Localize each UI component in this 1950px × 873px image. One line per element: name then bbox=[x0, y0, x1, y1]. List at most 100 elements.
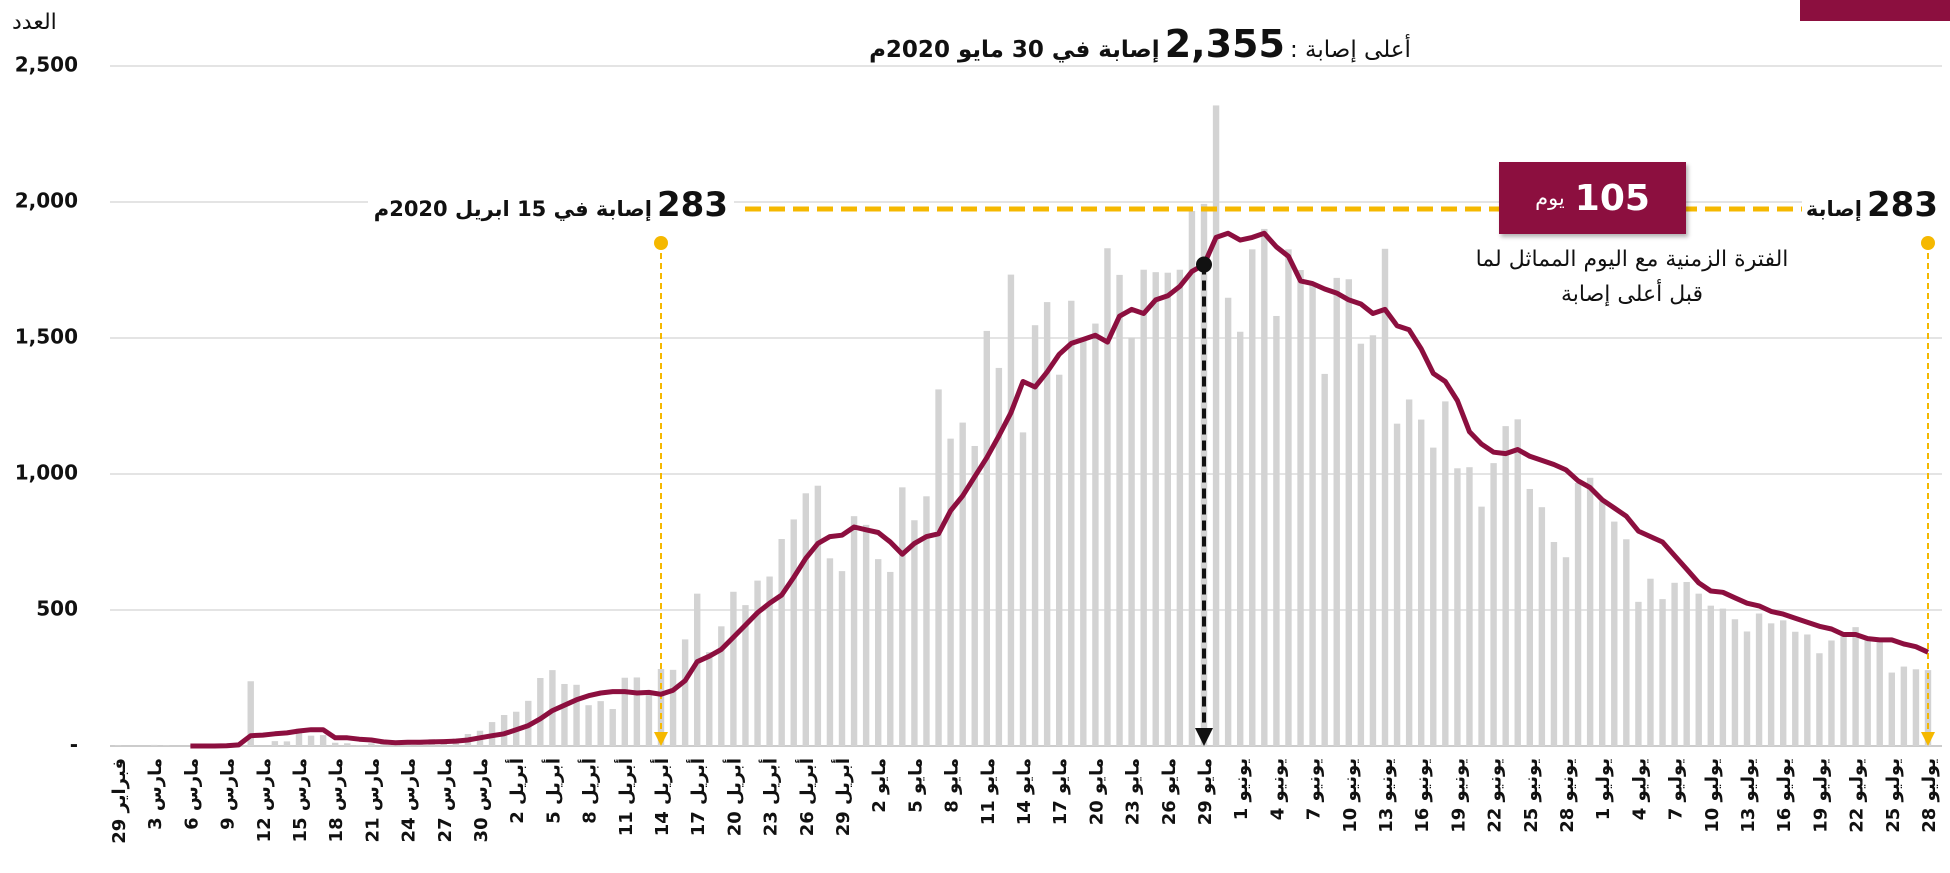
bar bbox=[1502, 426, 1509, 746]
bar bbox=[1623, 539, 1630, 746]
bar bbox=[778, 539, 785, 746]
x-tick-label: 1 يونيو bbox=[1231, 758, 1252, 820]
x-tick-label: 17 أبريل bbox=[686, 758, 709, 836]
bar bbox=[1128, 337, 1135, 746]
bar bbox=[1418, 419, 1425, 746]
bar bbox=[1719, 608, 1727, 746]
bar bbox=[1683, 581, 1690, 746]
x-tick-label: 21 مارس bbox=[362, 758, 383, 842]
x-tick-label: 12 مارس bbox=[254, 758, 275, 842]
x-tick-label: 27 مارس bbox=[435, 758, 456, 842]
bar bbox=[1031, 325, 1039, 746]
bar bbox=[923, 496, 930, 746]
bar bbox=[1526, 488, 1533, 746]
end-value: 283 bbox=[1867, 185, 1938, 225]
y-tick-label: 1,000 bbox=[15, 461, 78, 485]
x-tick-label: 8 مايو bbox=[942, 758, 963, 813]
bar bbox=[500, 714, 508, 746]
bar bbox=[995, 367, 1003, 746]
y-tick-label: 2,500 bbox=[15, 53, 78, 77]
bar bbox=[332, 742, 339, 746]
bar bbox=[1792, 631, 1799, 746]
x-tick-label: 3 مارس bbox=[145, 758, 166, 830]
caption: الفترة الزمنية مع اليوم المماثل لما قبل … bbox=[1476, 242, 1789, 312]
bar bbox=[1828, 640, 1835, 746]
bar bbox=[319, 735, 327, 746]
bar bbox=[440, 742, 447, 746]
bar bbox=[1104, 248, 1111, 747]
x-tick-label: 16 يونيو bbox=[1412, 758, 1433, 833]
bar bbox=[561, 683, 568, 746]
bar bbox=[621, 677, 628, 746]
bar bbox=[935, 389, 942, 746]
bar bbox=[368, 743, 375, 746]
bar bbox=[1550, 542, 1558, 746]
guide-arrow bbox=[1921, 732, 1935, 746]
bar bbox=[1237, 331, 1244, 746]
x-tick-label: 7 يونيو bbox=[1304, 758, 1325, 820]
x-tick-label: 28 يوليو bbox=[1919, 758, 1940, 833]
bar bbox=[597, 701, 604, 746]
bar bbox=[1043, 302, 1051, 746]
x-tick-label: 13 يونيو bbox=[1376, 758, 1397, 833]
bar bbox=[1164, 272, 1171, 746]
y-tick-label: 1,500 bbox=[15, 325, 78, 349]
bar bbox=[1261, 228, 1268, 747]
x-tick-label: 7 يوليو bbox=[1666, 758, 1687, 820]
bar bbox=[1490, 463, 1497, 746]
bar bbox=[959, 422, 966, 746]
x-tick-label: 28 يونيو bbox=[1557, 758, 1578, 833]
bar bbox=[1442, 401, 1449, 746]
bar bbox=[1333, 277, 1340, 746]
x-tick-label: 14 مايو bbox=[1014, 758, 1035, 825]
header-badge bbox=[1800, 0, 1950, 21]
bar bbox=[1671, 582, 1678, 746]
bar bbox=[1514, 419, 1521, 746]
bar bbox=[585, 705, 592, 746]
bar bbox=[1176, 269, 1184, 746]
bar bbox=[1755, 613, 1763, 746]
bar bbox=[1357, 343, 1365, 746]
x-tick-label: 6 مارس bbox=[181, 758, 202, 830]
start-annotation: 283 إصابة في 15 ابريل 2020م bbox=[367, 185, 734, 225]
peak-arrow-head bbox=[1195, 728, 1213, 746]
x-tick-label: 20 أبريل bbox=[722, 758, 745, 836]
bar bbox=[694, 593, 701, 746]
x-tick-label: 29 مايو bbox=[1195, 758, 1216, 825]
y-tick-label: 2,000 bbox=[15, 189, 78, 213]
bar bbox=[1285, 249, 1292, 746]
bar bbox=[766, 576, 773, 746]
title-prefix: أعلى إصابة : bbox=[1289, 37, 1411, 63]
bar bbox=[1767, 623, 1775, 746]
bar bbox=[1888, 672, 1895, 746]
days-box: 105 يوم bbox=[1499, 162, 1686, 234]
bar bbox=[295, 728, 303, 746]
bar bbox=[1562, 557, 1570, 746]
x-tick-label: 26 مايو bbox=[1159, 758, 1180, 825]
x-tick-label: 18 مارس bbox=[326, 758, 347, 842]
start-text: إصابة في 15 ابريل 2020م bbox=[373, 197, 652, 221]
bar bbox=[826, 558, 834, 746]
bar bbox=[1611, 521, 1618, 746]
bar bbox=[1405, 399, 1413, 746]
bar bbox=[1574, 482, 1582, 746]
chart-title: أعلى إصابة : 2,355 إصابة في 30 مايو 2020… bbox=[869, 22, 1411, 66]
bar bbox=[681, 639, 689, 746]
x-tick-label: 19 يوليو bbox=[1810, 758, 1831, 833]
bar bbox=[1381, 248, 1389, 746]
caption-line: قبل أعلى إصابة bbox=[1560, 282, 1704, 307]
x-tick-label: 30 مارس bbox=[471, 758, 492, 842]
bar bbox=[1816, 653, 1823, 746]
bar bbox=[404, 744, 411, 746]
x-tick-label: 22 يونيو bbox=[1485, 758, 1506, 833]
bar bbox=[1586, 477, 1594, 746]
bar bbox=[1478, 506, 1485, 746]
bar bbox=[1876, 641, 1883, 746]
bar bbox=[790, 519, 797, 746]
bar bbox=[838, 571, 846, 746]
bar bbox=[1321, 373, 1328, 746]
x-tick-label: 26 أبريل bbox=[795, 758, 818, 836]
bar bbox=[742, 605, 749, 746]
bar bbox=[537, 678, 544, 746]
bar bbox=[1912, 669, 1920, 746]
